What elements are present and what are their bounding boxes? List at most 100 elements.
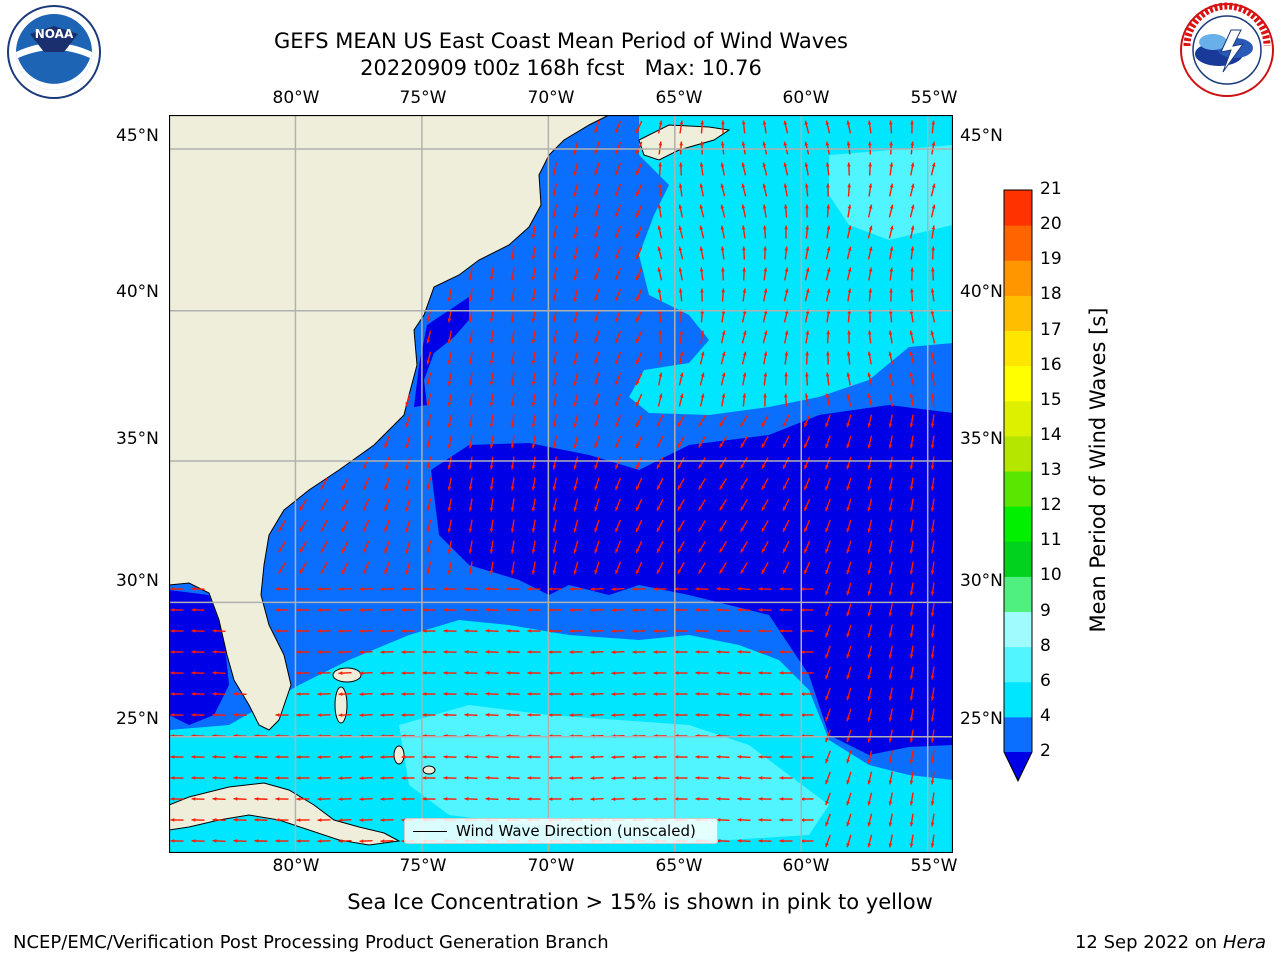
arrow-head xyxy=(846,507,850,512)
arrow-head xyxy=(338,671,343,675)
footer-branch: NCEP/EMC/Verification Post Processing Pr… xyxy=(13,932,609,953)
arrow-head xyxy=(674,650,679,654)
arrow-head xyxy=(909,612,914,617)
arrow-head xyxy=(784,225,788,230)
arrow-head xyxy=(447,507,452,512)
arrow-head xyxy=(930,654,935,659)
arrow-head xyxy=(191,797,196,801)
arrow-head xyxy=(867,120,872,125)
arrow-head xyxy=(867,759,872,764)
arrow-head xyxy=(384,464,388,470)
arrow-head xyxy=(548,608,553,612)
arrow-head xyxy=(653,755,658,759)
colorbar-band xyxy=(1004,541,1032,577)
cb-tick: 13 xyxy=(1040,460,1062,480)
arrow-head xyxy=(721,351,726,356)
arrow-head xyxy=(401,629,406,633)
lon-tick-bottom-70w: 70°W xyxy=(527,856,575,876)
arrow-head xyxy=(930,843,935,848)
arrow-head xyxy=(233,755,238,759)
arrow-head xyxy=(573,507,578,512)
arrow-head xyxy=(170,587,175,591)
arrow-head xyxy=(868,267,873,272)
arrow-head xyxy=(889,288,893,293)
arrow-head xyxy=(569,587,574,591)
arrow-head xyxy=(846,549,850,554)
arrow-head xyxy=(784,330,789,335)
arrow-head xyxy=(779,797,784,801)
arrow-head xyxy=(909,654,914,659)
arrow-head xyxy=(636,317,640,322)
arrow-head xyxy=(679,141,683,146)
arrow-head xyxy=(888,393,893,398)
arrow-head xyxy=(170,629,175,633)
arrow-head xyxy=(636,422,640,427)
cb-tick: 6 xyxy=(1040,670,1051,691)
arrow-head xyxy=(296,839,301,843)
arrow-head xyxy=(867,351,872,356)
arrow-head xyxy=(615,527,619,533)
arrow-head xyxy=(636,464,640,469)
arrow-head xyxy=(548,713,553,717)
arrow-head xyxy=(737,671,742,675)
arrow-head xyxy=(338,713,343,717)
arrow-head xyxy=(846,654,850,659)
arrow-head xyxy=(611,587,616,591)
arrow-head xyxy=(380,797,385,801)
arrow-head xyxy=(317,839,322,843)
arrow-head xyxy=(737,713,742,717)
arrow-head xyxy=(443,797,448,801)
arrow-head xyxy=(888,309,893,314)
arrow-head xyxy=(825,590,829,596)
arrow-head xyxy=(317,818,322,822)
arrow-head xyxy=(573,465,578,470)
arrow-head xyxy=(653,587,658,591)
arrow-head xyxy=(657,204,662,209)
arrow-head xyxy=(658,162,662,167)
arrow-head xyxy=(888,486,893,491)
arrow-head xyxy=(590,755,595,759)
arrow-head xyxy=(779,692,784,696)
arrow-head xyxy=(783,569,787,574)
arrow-head xyxy=(868,225,873,230)
arrow-head xyxy=(700,120,705,125)
arrow-head xyxy=(695,755,700,759)
arrow-head xyxy=(531,276,536,281)
arrow-head xyxy=(552,444,557,449)
arrow-head xyxy=(909,549,914,554)
arrow-head xyxy=(632,650,637,654)
arrow-head xyxy=(699,204,704,209)
arrow-head xyxy=(296,671,301,675)
arrow-head xyxy=(805,267,810,272)
arrow-head xyxy=(338,587,343,591)
arrow-head xyxy=(779,671,784,675)
arrow-head xyxy=(573,171,578,176)
arrow-head xyxy=(888,654,893,659)
arrow-head xyxy=(636,212,640,217)
arrow-head xyxy=(468,444,473,449)
arrow-head xyxy=(548,776,553,780)
arrow-head xyxy=(930,507,935,512)
arrow-head xyxy=(275,629,280,633)
arrow-head xyxy=(716,818,721,822)
arrow-head xyxy=(590,650,595,654)
arrow-head xyxy=(800,650,805,654)
arrow-head xyxy=(783,204,788,209)
colorbar-band xyxy=(1004,646,1032,683)
arrow-head xyxy=(296,818,301,822)
arrow-head xyxy=(447,381,452,386)
arrow-head xyxy=(615,317,619,323)
arrow-head xyxy=(825,737,829,743)
arrow-head xyxy=(721,288,726,293)
arrow-head xyxy=(825,779,829,785)
arrow-head xyxy=(359,608,364,612)
arrow-head xyxy=(931,225,936,230)
lat-tick-left-25n: 25°N xyxy=(116,709,159,729)
arrow-head xyxy=(552,381,557,386)
arrow-head xyxy=(699,183,704,188)
arrow-head xyxy=(699,246,704,251)
arrow-head xyxy=(783,464,787,469)
arrow-head xyxy=(380,671,385,675)
arrow-head xyxy=(868,162,872,167)
arrow-head xyxy=(716,797,721,801)
